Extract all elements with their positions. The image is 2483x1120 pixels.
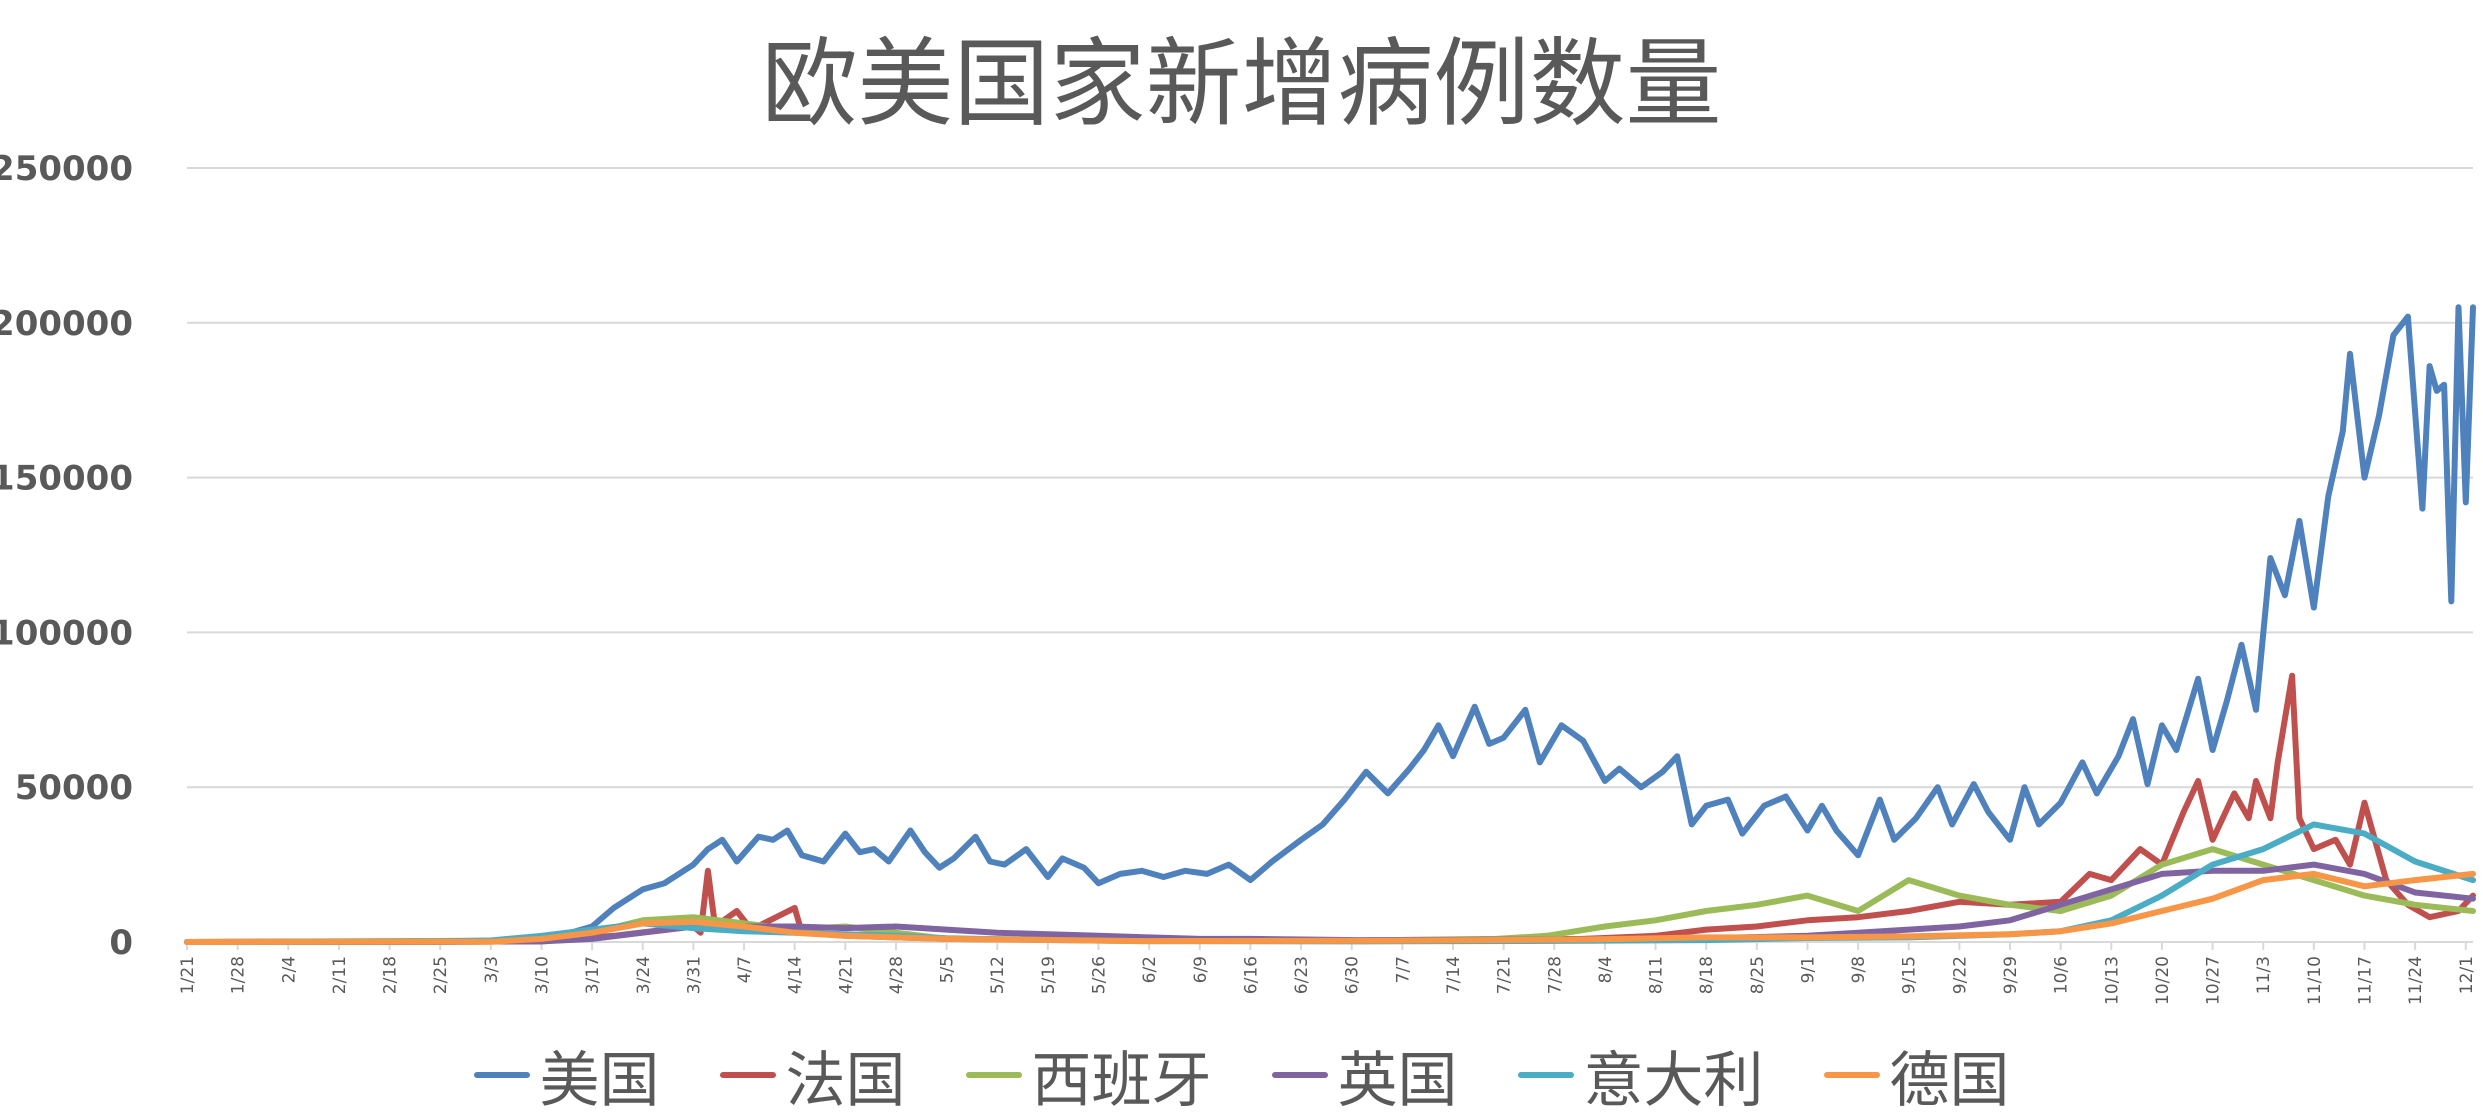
x-tick-label: 6/30 — [1343, 956, 1363, 994]
legend-item: 意大利 — [1517, 1032, 1764, 1119]
legend-label: 西班牙 — [1031, 1045, 1212, 1116]
x-tick-label: 6/23 — [1292, 956, 1312, 994]
x-tick-label: 8/25 — [1748, 956, 1768, 994]
legend-swatch — [965, 1072, 1022, 1078]
y-tick-label: 200000 — [0, 304, 133, 344]
x-tick-label: 5/12 — [988, 956, 1008, 994]
series-line-2 — [184, 846, 2476, 945]
y-tick-label: 100000 — [0, 613, 133, 653]
x-tick-label: 4/14 — [786, 956, 806, 994]
series-line-1 — [184, 672, 2476, 945]
x-tick-label: 11/3 — [2254, 956, 2274, 994]
series-line-5 — [184, 870, 2476, 945]
legend-label: 意大利 — [1583, 1045, 1764, 1116]
legend-label: 英国 — [1337, 1045, 1458, 1116]
x-tick-label: 5/26 — [1090, 956, 1110, 994]
legend: 美国 法国 西班牙 英国 意大利 德国 — [0, 1030, 2483, 1120]
x-tick-label: 5/19 — [1039, 956, 1059, 994]
legend-swatch — [1271, 1072, 1328, 1078]
y-tick-label: 150000 — [0, 459, 133, 499]
x-tick-label: 9/29 — [2001, 956, 2021, 994]
legend-item: 西班牙 — [965, 1032, 1212, 1119]
x-axis-ticks: 1/21 1/28 2/4 2/11 2/18 2/25 3/3 3/10 3/17 3/24 3/… — [178, 942, 2477, 1005]
x-tick-label: 2/25 — [431, 956, 451, 994]
legend-label: 美国 — [539, 1045, 660, 1116]
grid-layer — [187, 167, 2473, 943]
x-tick-label: 4/28 — [887, 956, 907, 994]
x-tick-label: 3/17 — [583, 956, 603, 994]
x-tick-label: 2/4 — [279, 956, 299, 983]
x-tick-label: 9/15 — [1900, 956, 1920, 994]
y-tick-label: 250000 — [0, 149, 133, 189]
legend-item: 美国 — [473, 1032, 660, 1119]
x-tick-label: 9/1 — [1798, 956, 1818, 983]
x-tick-label: 10/6 — [2052, 956, 2072, 994]
chart-title: 欧美国家新增病例数量 — [761, 28, 1722, 140]
series-line-0 — [184, 304, 2476, 945]
x-tick-label: 10/20 — [2153, 956, 2173, 1005]
legend-item: 英国 — [1271, 1032, 1458, 1119]
x-tick-label: 11/17 — [2355, 956, 2375, 1005]
x-tick-label: 3/24 — [634, 956, 654, 994]
x-tick-label: 7/14 — [1444, 956, 1464, 994]
x-tick-label: 11/24 — [2406, 956, 2426, 1005]
x-tick-label: 11/10 — [2305, 956, 2325, 1005]
y-tick-label: 0 — [109, 923, 133, 963]
y-axis-ticks: 0 50000 100000 150000 200000 250000 — [0, 149, 133, 963]
legend-swatch — [719, 1072, 776, 1078]
x-tick-label: 9/8 — [1849, 956, 1869, 983]
legend-swatch — [1823, 1072, 1880, 1078]
legend-swatch — [473, 1072, 530, 1078]
x-tick-label: 10/27 — [2204, 956, 2224, 1005]
legend-swatch — [1517, 1072, 1574, 1078]
x-tick-label: 7/28 — [1545, 956, 1565, 994]
x-tick-label: 7/7 — [1393, 956, 1413, 983]
x-tick-label: 3/3 — [482, 956, 502, 983]
series-layer — [184, 304, 2476, 945]
x-tick-label: 3/31 — [684, 956, 704, 994]
y-tick-label: 50000 — [15, 768, 133, 808]
x-tick-label: 4/7 — [735, 956, 755, 983]
x-tick-label: 8/18 — [1697, 956, 1717, 994]
x-tick-label: 9/22 — [1950, 956, 1970, 994]
x-tick-label: 3/10 — [532, 956, 552, 994]
x-tick-label: 2/11 — [330, 956, 350, 994]
x-tick-label: 7/21 — [1495, 956, 1515, 994]
legend-item: 德国 — [1823, 1032, 2010, 1119]
x-tick-label: 8/4 — [1596, 956, 1616, 983]
x-tick-label: 6/16 — [1241, 956, 1261, 994]
x-tick-label: 8/11 — [1647, 956, 1667, 994]
x-tick-label: 1/28 — [229, 956, 249, 994]
x-tick-label: 1/21 — [178, 956, 198, 994]
x-tick-label: 6/9 — [1191, 956, 1211, 983]
x-tick-label: 2/18 — [381, 956, 401, 994]
legend-label: 德国 — [1889, 1045, 2010, 1116]
x-tick-label: 12/1 — [2457, 956, 2477, 994]
x-tick-label: 4/21 — [836, 956, 856, 994]
x-tick-label: 5/5 — [938, 956, 958, 983]
legend-label: 法国 — [785, 1045, 906, 1116]
series-line-3 — [184, 861, 2476, 945]
x-tick-label: 10/13 — [2102, 956, 2122, 1005]
x-tick-label: 6/2 — [1140, 956, 1160, 983]
legend-item: 法国 — [719, 1032, 906, 1119]
